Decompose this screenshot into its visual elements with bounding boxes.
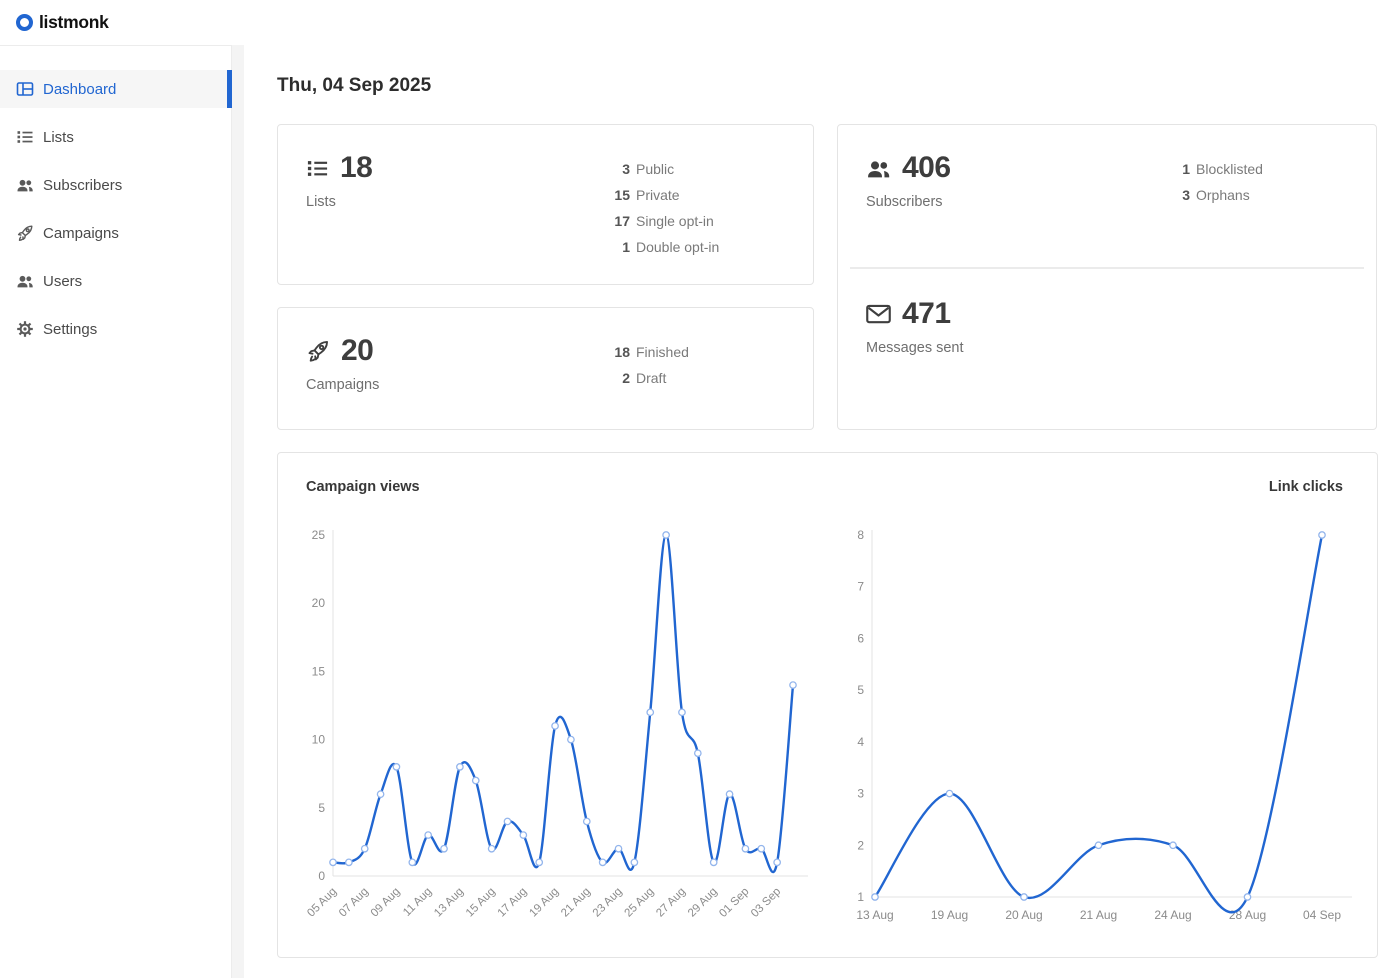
- stat-row: 18 Finished: [614, 344, 689, 360]
- stat-row: 3 Public: [622, 161, 675, 177]
- campaign-views-chart: 0 5 10 15 20 25 05 Aug 07 Aug 09 Aug 11 Aug 13 Aug…: [300, 515, 820, 944]
- svg-text:5: 5: [318, 801, 325, 815]
- dashboard-icon: [16, 80, 34, 98]
- svg-text:03 Sep: 03 Sep: [749, 886, 783, 920]
- messages-count: 471: [902, 297, 951, 330]
- rocket-icon: [16, 224, 34, 242]
- stat-row: 3 Orphans: [1182, 187, 1250, 203]
- messages-label: Messages sent: [866, 340, 964, 356]
- sidebar-item-users[interactable]: Users: [0, 262, 231, 300]
- svg-text:19 Aug: 19 Aug: [527, 886, 561, 920]
- rocket-icon: [306, 339, 330, 363]
- mail-icon: [866, 304, 891, 324]
- svg-text:23 Aug: 23 Aug: [591, 886, 625, 920]
- main-content: Thu, 04 Sep 2025: [244, 45, 1380, 978]
- listmonk-ring-icon: [16, 14, 33, 31]
- subscribers-stats: 1 Blocklisted 3 Orphans: [1168, 151, 1263, 210]
- charts-card: Campaign views Link clicks 0 5 10 15 20 25 05 …: [277, 452, 1378, 958]
- svg-text:13 Aug: 13 Aug: [856, 908, 893, 922]
- listmonk-logo[interactable]: listmonk: [16, 12, 109, 33]
- subscribers-messages-card: 406 Subscribers 1 Blocklisted 3 Orph: [837, 124, 1377, 430]
- svg-text:29 Aug: 29 Aug: [686, 886, 720, 920]
- sidebar-item-label: Users: [43, 272, 83, 290]
- topbar: listmonk: [0, 0, 1380, 45]
- card-divider: [850, 267, 1364, 269]
- stat-row: 1 Double opt-in: [622, 239, 720, 255]
- list-icon: [306, 157, 329, 180]
- svg-text:1: 1: [857, 890, 864, 904]
- sidebar: Dashboard Lists Subscribe: [0, 45, 232, 978]
- page-title-date: Thu, 04 Sep 2025: [277, 75, 432, 96]
- svg-text:4: 4: [857, 735, 864, 749]
- svg-text:13 Aug: 13 Aug: [432, 886, 466, 920]
- svg-text:27 Aug: 27 Aug: [654, 886, 688, 920]
- svg-text:6: 6: [857, 631, 864, 645]
- svg-text:24 Aug: 24 Aug: [1154, 908, 1191, 922]
- svg-text:25 Aug: 25 Aug: [623, 886, 657, 920]
- gear-icon: [16, 320, 34, 338]
- stat-row: 15 Private: [614, 187, 680, 203]
- sidebar-gutter: [232, 45, 244, 978]
- svg-text:07 Aug: 07 Aug: [337, 886, 371, 920]
- lists-label: Lists: [306, 194, 336, 210]
- svg-text:20 Aug: 20 Aug: [1005, 908, 1042, 922]
- campaigns-label: Campaigns: [306, 377, 380, 393]
- svg-text:04 Sep: 04 Sep: [1303, 908, 1341, 922]
- campaigns-count: 20: [341, 334, 374, 367]
- svg-text:11 Aug: 11 Aug: [401, 886, 434, 919]
- users-icon: [16, 176, 34, 194]
- stat-row: 2 Draft: [622, 370, 667, 386]
- sidebar-item-dashboard[interactable]: Dashboard: [0, 70, 232, 108]
- subscribers-count: 406: [902, 151, 951, 184]
- sidebar-item-label: Subscribers: [43, 176, 123, 194]
- svg-text:01 Sep: 01 Sep: [717, 886, 751, 920]
- sidebar-item-label: Campaigns: [43, 224, 119, 242]
- campaigns-card: 20 Campaigns 18 Finished 2 Draft: [277, 307, 814, 430]
- svg-text:10: 10: [312, 733, 326, 747]
- link-clicks-title: Link clicks: [1268, 479, 1343, 495]
- sidebar-item-label: Dashboard: [43, 80, 117, 98]
- svg-text:09 Aug: 09 Aug: [369, 886, 403, 920]
- sidebar-item-label: Settings: [43, 320, 98, 338]
- stat-row: 1 Blocklisted: [1182, 161, 1263, 177]
- svg-text:7: 7: [857, 580, 864, 594]
- lists-card: 18 Lists 3 Public 15 Private: [277, 124, 814, 285]
- sidebar-item-subscribers[interactable]: Subscribers: [0, 166, 231, 204]
- svg-text:17 Aug: 17 Aug: [496, 886, 530, 920]
- sidebar-item-settings[interactable]: Settings: [0, 310, 231, 348]
- sidebar-item-lists[interactable]: Lists: [0, 118, 231, 156]
- svg-text:25: 25: [312, 528, 326, 542]
- svg-text:21 Aug: 21 Aug: [1080, 908, 1117, 922]
- svg-text:2: 2: [857, 838, 864, 852]
- lists-count: 18: [340, 151, 373, 184]
- svg-text:05 Aug: 05 Aug: [305, 886, 339, 920]
- campaigns-stats: 18 Finished 2 Draft: [608, 334, 689, 393]
- lists-stats: 3 Public 15 Private 17 Single opt-in: [608, 151, 719, 260]
- svg-text:20: 20: [312, 596, 326, 610]
- sidebar-item-label: Lists: [43, 128, 74, 146]
- svg-text:28 Aug: 28 Aug: [1229, 908, 1266, 922]
- subscribers-label: Subscribers: [866, 194, 943, 210]
- campaign-views-title: Campaign views: [306, 479, 420, 495]
- svg-text:15 Aug: 15 Aug: [464, 886, 498, 920]
- link-clicks-chart: 1 2 3 4 5 6 7 8 13 Aug 19 Aug 20 Aug 21 Aug 24 Aug 28…: [840, 515, 1373, 944]
- svg-text:15: 15: [312, 664, 326, 678]
- sidebar-item-campaigns[interactable]: Campaigns: [0, 214, 231, 252]
- svg-text:21 Aug: 21 Aug: [559, 886, 593, 920]
- svg-text:8: 8: [857, 528, 864, 542]
- list-icon: [16, 128, 34, 146]
- svg-text:0: 0: [318, 869, 325, 883]
- brand-name: listmonk: [39, 12, 109, 32]
- svg-text:5: 5: [857, 683, 864, 697]
- users-icon: [16, 272, 34, 290]
- stat-row: 17 Single opt-in: [614, 213, 714, 229]
- svg-text:19 Aug: 19 Aug: [931, 908, 968, 922]
- svg-text:3: 3: [857, 787, 864, 801]
- users-icon: [866, 156, 891, 181]
